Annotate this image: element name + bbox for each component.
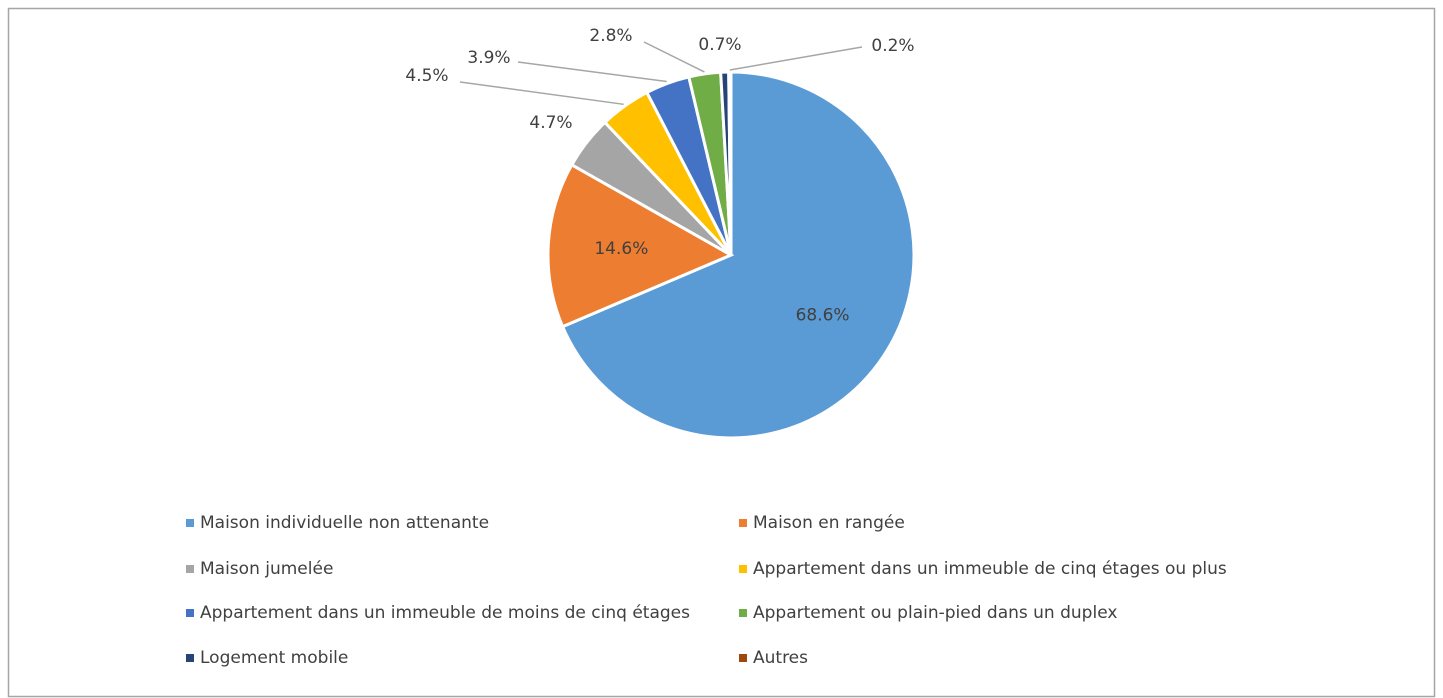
- pie-slice: [546, 162, 735, 329]
- legend-label: Appartement ou plain-pied dans un duplex: [753, 603, 1117, 623]
- legend-label: Maison en rangée: [753, 513, 905, 533]
- data-label: 3.9%: [467, 48, 510, 68]
- legend-label: Autres: [753, 648, 808, 668]
- legend-label: Maison jumelée: [200, 559, 333, 579]
- data-label: 2.8%: [589, 26, 632, 46]
- data-label: 4.5%: [405, 66, 448, 86]
- leader-line: [729, 46, 863, 71]
- pie-slice: [560, 70, 916, 440]
- legend-swatch: [186, 609, 194, 617]
- legend-swatch: [739, 519, 747, 527]
- legend-label: Appartement dans un immeuble de moins de…: [200, 603, 690, 623]
- legend-swatch: [186, 565, 194, 573]
- legend-swatch: [186, 519, 194, 527]
- legend-swatch: [739, 609, 747, 617]
- data-label: 4.7%: [529, 113, 572, 133]
- leader-line: [517, 61, 667, 83]
- legend-swatch: [186, 654, 194, 662]
- legend-label: Maison individuelle non attenante: [200, 513, 489, 533]
- legend-label: Logement mobile: [200, 648, 348, 668]
- leader-line: [459, 81, 624, 106]
- legend-swatch: [739, 654, 747, 662]
- legend-label: Appartement dans un immeuble de cinq éta…: [753, 559, 1227, 579]
- data-label: 14.6%: [594, 239, 648, 259]
- pie-slice: [727, 70, 733, 256]
- data-label: 68.6%: [796, 306, 850, 326]
- data-label: 0.2%: [871, 36, 914, 56]
- legend-swatch: [739, 565, 747, 573]
- leader-line: [643, 41, 705, 73]
- data-label: 0.7%: [698, 35, 741, 55]
